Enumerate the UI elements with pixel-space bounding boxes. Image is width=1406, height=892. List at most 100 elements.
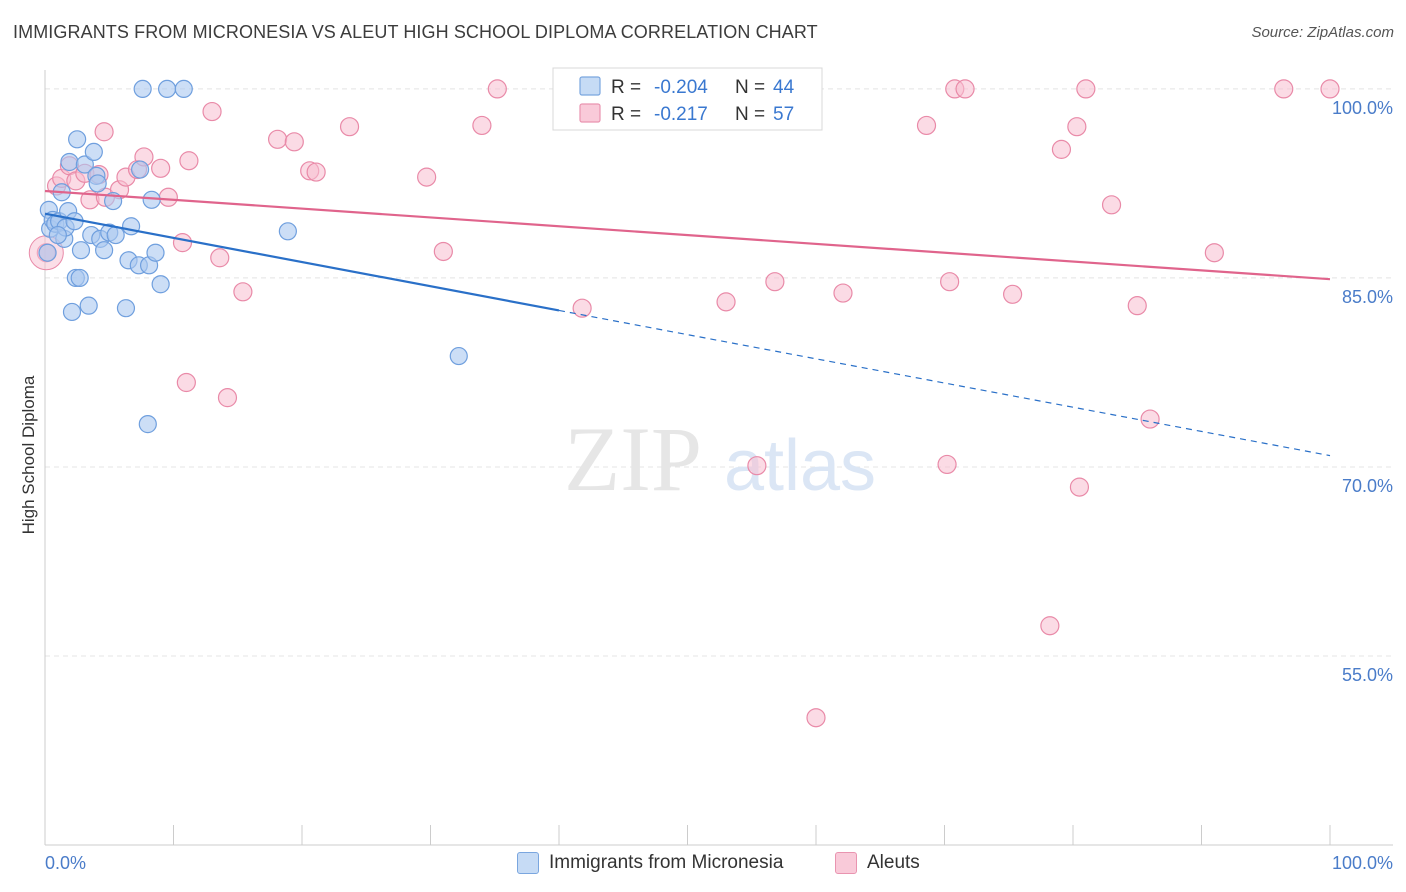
y-tick-label: 85.0% [1342,287,1393,307]
chart-source: Source: ZipAtlas.com [1251,24,1394,41]
data-point-aleuts [572,298,592,318]
data-point-aleuts [1003,284,1023,304]
data-point-aleuts [176,372,196,393]
data-point-aleuts [806,708,826,728]
data-point-micronesia [79,296,98,315]
data-point-aleuts [1101,195,1122,215]
trend-line-micronesia [44,212,560,312]
legend-r-label: R = [611,104,641,125]
data-point-aleuts [1069,477,1090,497]
data-point-aleuts [916,115,937,136]
gridlines [45,88,1393,657]
data-point-aleuts [339,117,360,137]
data-point-aleuts [472,115,492,136]
axes [44,70,1393,846]
data-point-micronesia [130,160,150,179]
data-point-micronesia [133,79,152,99]
data-point-micronesia [68,130,87,149]
data-point-aleuts [1274,79,1294,99]
trend-lines [44,189,1331,457]
legend-r-value-pink: -0.217 [654,104,708,125]
data-point-micronesia [60,152,79,172]
data-point-micronesia [138,415,157,434]
data-point-aleuts [1127,296,1147,316]
data-point-micronesia [121,217,141,236]
data-point-aleuts [1040,616,1060,636]
legend-label-aleuts: Aleuts [867,852,920,873]
legend-n-value-blue: 44 [773,77,795,98]
data-point-aleuts [179,151,199,171]
watermark-zip: ZIP [564,408,702,510]
y-tick-labels: 100.0% 85.0% 70.0% 55.0% [1332,98,1393,685]
data-point-micronesia [71,241,91,260]
data-point-micronesia [95,241,114,260]
legend-item-aleuts: Aleuts [835,852,920,874]
data-point-micronesia [157,79,177,99]
data-point-aleuts [937,454,957,475]
legend-label-micronesia: Immigrants from Micronesia [549,852,784,873]
data-point-aleuts [1140,409,1160,429]
data-point-aleuts [1320,79,1340,99]
trend-line-aleuts [44,189,1331,281]
data-point-micronesia [70,268,89,288]
bottom-legend: Immigrants from Micronesia Aleuts [0,852,1406,878]
legend-n-label: N = [735,77,765,98]
series-micronesia [38,79,468,434]
data-point-aleuts [417,167,437,187]
x-tick-label: 100.0% [1332,853,1393,873]
legend-swatch-micronesia [517,852,539,874]
data-point-aleuts [765,272,785,292]
data-point-micronesia [84,142,103,162]
data-point-aleuts [267,129,288,149]
data-point-aleuts [833,283,853,303]
data-point-aleuts [151,158,171,178]
stats-legend: R = -0.204 N = 44 R = -0.217 N = 57 [552,67,823,131]
series-aleuts [28,79,1340,728]
data-point-micronesia [174,79,193,99]
data-point-aleuts [306,162,326,182]
chart-title: IMMIGRANTS FROM MICRONESIA VS ALEUT HIGH… [13,22,818,42]
data-point-aleuts [284,132,304,152]
data-point-aleuts [487,79,507,99]
x-tick-label: 0.0% [45,853,86,873]
legend-swatch-aleuts [835,852,857,874]
data-point-aleuts [940,272,960,292]
data-point-aleuts [433,241,453,262]
data-point-micronesia [116,299,136,318]
data-point-micronesia [146,243,165,262]
data-point-micronesia [151,275,170,294]
legend-n-value-pink: 57 [773,104,794,125]
data-point-aleuts [1204,243,1224,263]
data-point-aleuts [747,456,767,476]
data-point-aleuts [1076,79,1096,99]
legend-n-label: N = [735,104,765,125]
data-point-aleuts [202,101,222,122]
data-point-aleuts [172,233,193,253]
data-point-aleuts [1051,139,1072,159]
legend-swatch-blue [579,76,601,96]
legend-swatch-pink [579,103,601,123]
data-point-micronesia [75,155,94,174]
data-point-micronesia [449,346,468,366]
trend-line-micronesia-extrapolated [558,309,1331,457]
x-tick-labels: 0.0% 100.0% [45,853,1393,873]
data-point-aleuts [233,282,253,302]
legend-r-value-blue: -0.204 [654,77,708,98]
watermark-atlas: atlas [724,426,876,506]
y-tick-label: 100.0% [1332,98,1393,118]
data-point-aleuts [158,187,178,207]
legend-r-label: R = [611,77,641,98]
data-point-aleuts [1067,117,1087,137]
data-point-aleuts [217,388,238,408]
y-tick-label: 55.0% [1342,665,1393,685]
data-point-aleuts [210,248,230,268]
data-point-micronesia [278,222,297,241]
legend-item-micronesia: Immigrants from Micronesia [517,852,783,874]
y-tick-label: 70.0% [1342,476,1393,496]
data-point-aleuts [955,79,975,99]
data-point-micronesia [48,225,67,245]
y-axis-label: High School Diploma [19,375,38,534]
data-point-micronesia [88,174,107,193]
data-point-aleuts [94,122,114,142]
